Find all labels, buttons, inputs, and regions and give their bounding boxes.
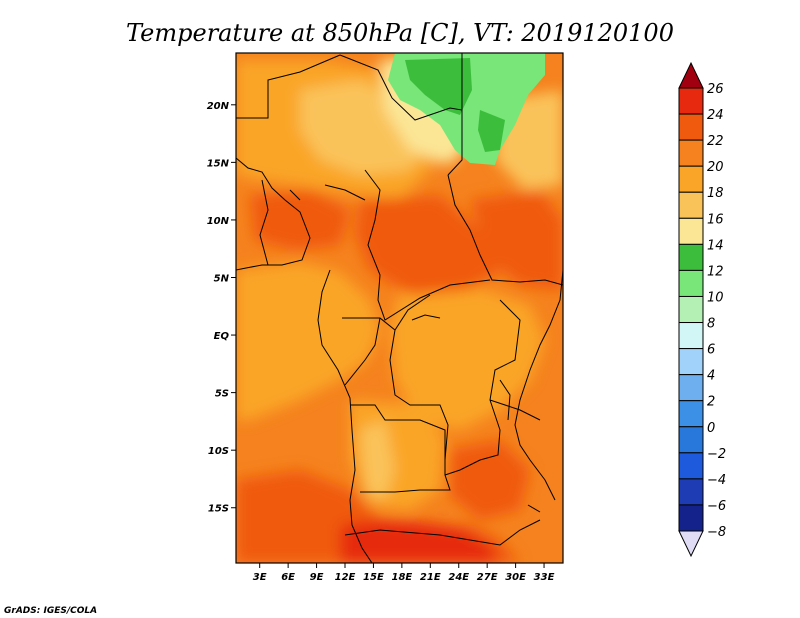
field-24-26-kalahari — [340, 520, 500, 563]
x-tick-label: 30E — [505, 572, 526, 583]
colorbar-box — [678, 269, 704, 297]
colorbar-box — [678, 400, 704, 428]
colorbar-upper-arrow — [678, 61, 704, 89]
field-16-18-plateau — [360, 420, 395, 500]
coastline-east — [514, 269, 563, 501]
colorbar-label: 4 — [707, 369, 715, 384]
colorbar-label: 2 — [707, 395, 715, 410]
colorbar-box — [678, 426, 704, 454]
grads-credit: GrADS: IGES/COLA — [4, 606, 97, 616]
field-10-12-egypt — [405, 58, 472, 115]
colorbar-label: 16 — [707, 212, 724, 227]
border-west-africa — [259, 179, 366, 266]
colorbar-label: 10 — [707, 290, 724, 305]
border-chad — [364, 169, 491, 321]
y-axis: 20N 15N 10N 5N EQ 5S 10S 15S — [207, 101, 236, 515]
x-tick-label: 33E — [534, 572, 555, 583]
colorbar-box — [678, 139, 704, 167]
colorbar-label: −2 — [707, 447, 726, 462]
colorbar-boxes — [678, 87, 704, 532]
coastline-west — [236, 157, 373, 563]
x-tick-label: 9E — [310, 572, 324, 583]
border-east — [444, 299, 541, 476]
country-borders — [236, 53, 563, 563]
colorbar-label: −6 — [707, 499, 726, 514]
colorbar-box — [678, 478, 704, 506]
y-tick-label: 15S — [208, 504, 229, 515]
field-10-12-sinai — [478, 110, 505, 152]
y-tick-label: 5N — [214, 273, 230, 284]
x-tick-label: 24E — [448, 572, 469, 583]
border-sudan — [447, 174, 563, 286]
colorbar-box — [678, 191, 704, 219]
colorbar-box — [678, 87, 704, 115]
field-18-20-east — [390, 285, 545, 430]
chart-title: Temperature at 850hPa [C], VT: 201912010… — [126, 19, 674, 47]
colorbar-label: −4 — [707, 473, 726, 488]
colorbar-box — [678, 113, 704, 141]
colorbar-label: 24 — [707, 108, 724, 123]
lake-outline — [411, 314, 541, 513]
border-south — [344, 519, 541, 546]
colorbar-lower-arrow — [678, 530, 704, 558]
y-tick-label: 15N — [207, 158, 230, 169]
y-tick-label: 20N — [207, 101, 230, 112]
field-22-24-sudan — [470, 190, 563, 290]
colorbar-label: 0 — [707, 421, 715, 436]
colorbar-box — [678, 504, 704, 532]
y-tick-label: 10S — [208, 446, 229, 457]
border-congo — [342, 294, 449, 461]
colorbar-label: 18 — [707, 186, 724, 201]
x-tick-label: 12E — [335, 572, 356, 583]
x-tick-label: 6E — [281, 572, 295, 583]
x-tick-label: 3E — [253, 572, 267, 583]
x-tick-label: 21E — [420, 572, 441, 583]
y-tick-label: 10N — [207, 216, 230, 227]
temperature-field — [236, 53, 563, 563]
colorbar-box — [678, 243, 704, 271]
x-axis: 3E 6E 9E 12E 15E 18E 21E 24E 27E 30E 33E — [253, 563, 555, 583]
field-24-26-zambia — [450, 440, 530, 520]
colorbar-box — [678, 217, 704, 245]
colorbar-label: 20 — [707, 160, 724, 175]
colorbar-box — [678, 322, 704, 350]
x-tick-label: 27E — [477, 572, 498, 583]
field-22-24-nigeria — [250, 190, 350, 250]
colorbar-label: −8 — [707, 525, 726, 540]
colorbar-box — [678, 165, 704, 193]
plot-frame — [235, 52, 564, 564]
field-18-20-west — [236, 262, 380, 420]
colorbar-label: 22 — [707, 134, 724, 149]
colorbar-box — [678, 348, 704, 376]
colorbar-label: 6 — [707, 343, 715, 358]
colorbar-label: 14 — [707, 238, 724, 253]
colorbar-box — [678, 452, 704, 480]
y-tick-label: 5S — [215, 389, 229, 400]
x-tick-label: 18E — [391, 572, 412, 583]
colorbar-box — [678, 374, 704, 402]
colorbar-box — [678, 295, 704, 324]
colorbar-label: 12 — [707, 264, 724, 279]
border-sahara — [236, 53, 463, 176]
colorbar-label: 8 — [707, 317, 715, 332]
y-tick-label: EQ — [214, 331, 230, 342]
colorbar-label: 26 — [707, 82, 724, 97]
border-angola — [350, 404, 451, 493]
x-tick-label: 15E — [363, 572, 384, 583]
